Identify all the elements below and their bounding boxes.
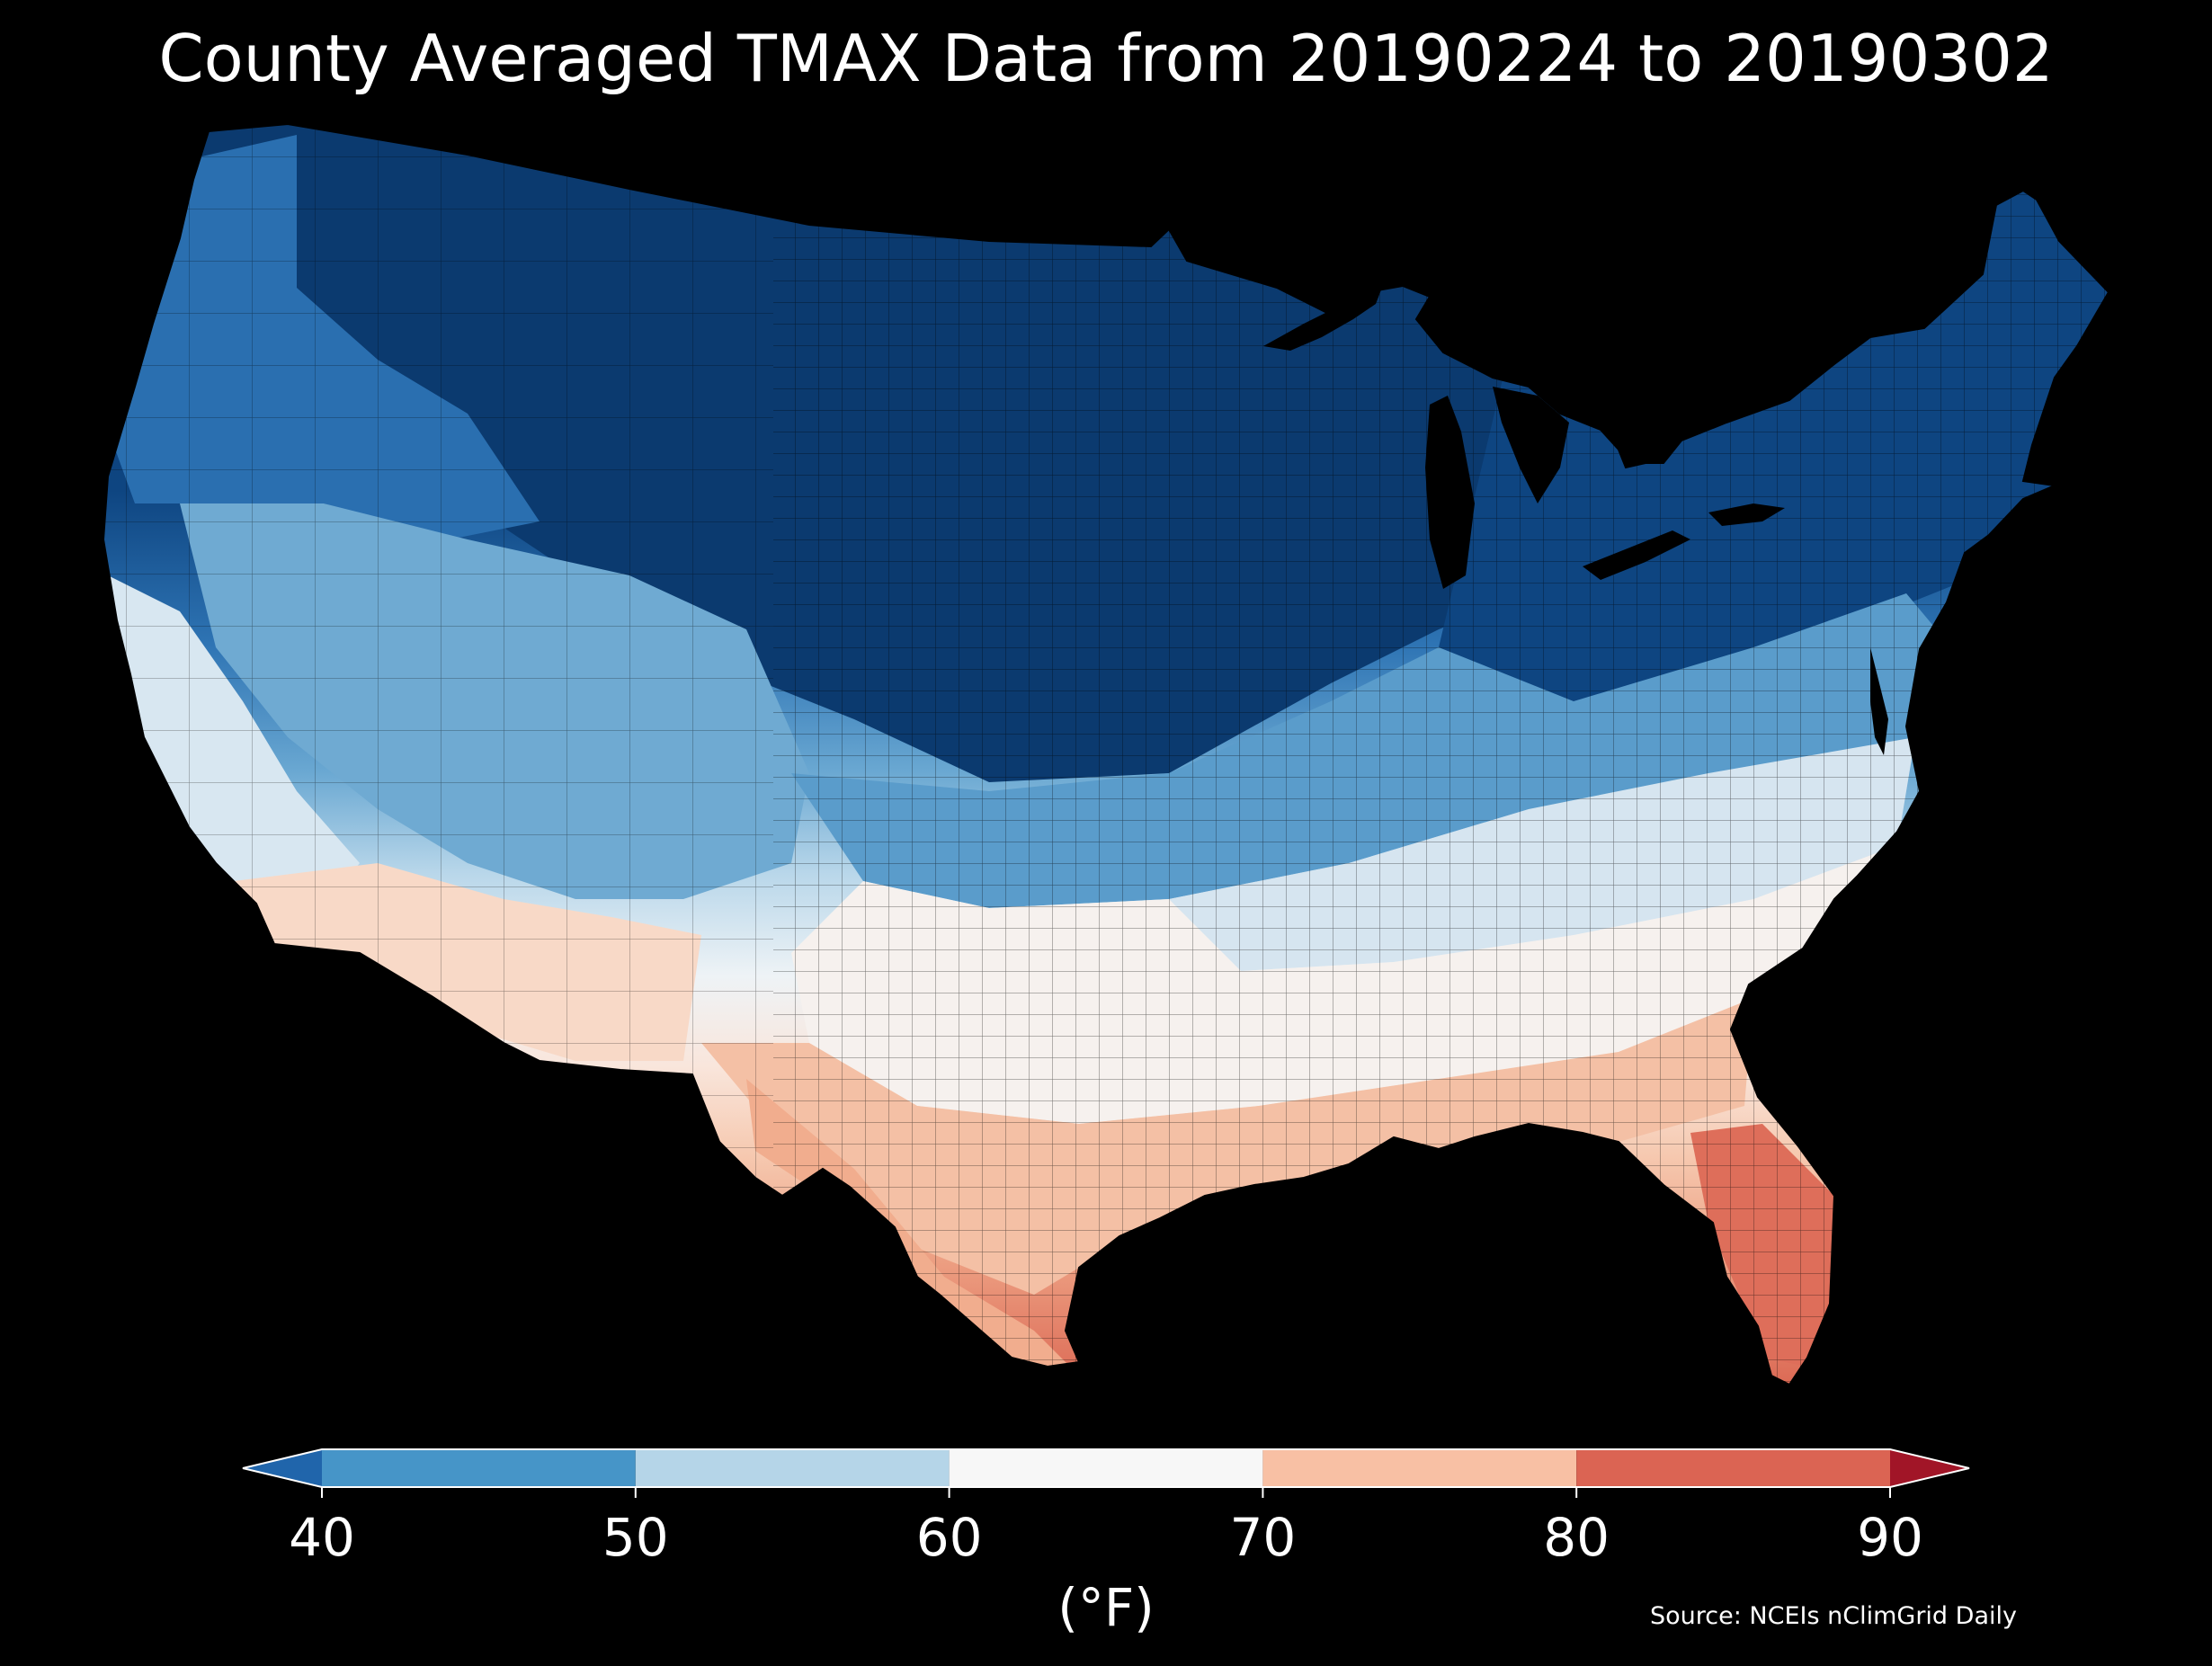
colorbar-tick-label: 90 — [1857, 1507, 1923, 1568]
us-outline — [102, 122, 2110, 1386]
colorbar-under-extension — [243, 1449, 322, 1487]
lake-michigan — [1425, 396, 1475, 589]
map-title: County Averaged TMAX Data from 20190224 … — [158, 21, 2054, 96]
colorbar-segment-1 — [635, 1449, 950, 1487]
colorbar-group — [242, 1448, 1970, 1498]
colorbar-tick-label: 70 — [1229, 1507, 1297, 1568]
colorbar-segment-2 — [949, 1449, 1263, 1487]
colorbar-segment-4 — [1576, 1449, 1890, 1487]
source-credit: Source: NCEIs nClimGrid Daily — [1650, 1602, 2017, 1630]
lake-huron — [1493, 387, 1569, 503]
colorbar-tick-label: 40 — [289, 1507, 355, 1568]
lake-ontario — [1708, 503, 1785, 526]
colorbar-segment-0 — [322, 1449, 636, 1487]
chesapeake-bay — [1870, 647, 1888, 755]
colorbar-tick-label: 60 — [915, 1507, 983, 1568]
lake-superior — [1263, 281, 1385, 351]
colorbar-tick-label: 80 — [1543, 1507, 1610, 1568]
colorbar-segment-3 — [1262, 1449, 1577, 1487]
colorbar-tick-label: 50 — [602, 1507, 669, 1568]
colorbar-over-extension — [1890, 1449, 1969, 1487]
lake-erie — [1583, 530, 1690, 580]
colorbar-unit-label: (°F) — [1057, 1577, 1155, 1638]
